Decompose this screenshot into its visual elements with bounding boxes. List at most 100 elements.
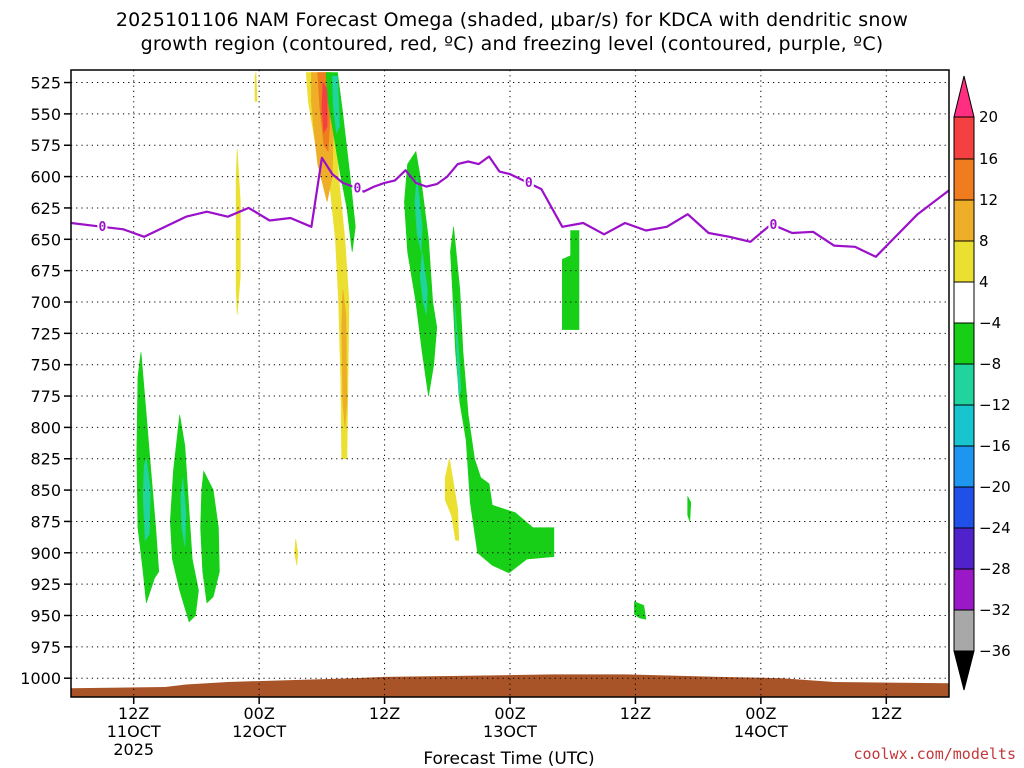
- plot-area: 0 0 0 0: [71, 70, 949, 697]
- y-tick-label: 650: [30, 230, 61, 249]
- ground-surface: [71, 674, 949, 697]
- ground-fill: [71, 674, 949, 697]
- chart-title-line-2: growth region (contoured, red, ºC) and f…: [140, 33, 884, 55]
- colorbar-label: 20: [979, 108, 998, 126]
- freezing-level-label: 0: [769, 218, 777, 233]
- y-tick-label: 875: [30, 512, 61, 531]
- colorbar-label: 16: [979, 150, 998, 168]
- colorbar-label: −8: [979, 355, 1001, 373]
- y-tick-label: 850: [30, 481, 61, 500]
- freezing-level-label: 0: [353, 182, 361, 197]
- x-tick-label: 2025: [113, 740, 154, 759]
- omega-region-20: [454, 301, 462, 397]
- grid-lines: [71, 70, 949, 697]
- y-tick-label: 800: [30, 418, 61, 437]
- colorbar-swatch: [953, 527, 975, 570]
- colorbar-label: 12: [979, 191, 998, 209]
- colorbar-label: −12: [979, 396, 1011, 414]
- omega-region-15: [331, 76, 340, 134]
- y-tick-label: 825: [30, 450, 61, 469]
- y-tick-label: 975: [30, 638, 61, 657]
- y-tick-label: 575: [30, 136, 61, 155]
- y-tick-label: 775: [30, 387, 61, 406]
- y-axis: 525 550 575 600 625 650 675 700 725 750 775 800 825 8…: [20, 74, 71, 688]
- omega-region-6: [235, 148, 241, 315]
- credit-link[interactable]: coolwx.com/modelts: [853, 745, 1016, 763]
- colorbar-swatch: [953, 609, 975, 652]
- omega-region-14: [325, 72, 356, 252]
- omega-region-23: [687, 496, 692, 522]
- colorbar-swatch: [953, 322, 975, 365]
- freezing-level-contour: 0 0 0 0: [71, 155, 949, 258]
- x-tick-label: 13OCT: [483, 722, 537, 741]
- colorbar-swatch: [953, 486, 975, 529]
- colorbar-swatch: [953, 650, 975, 691]
- colorbar-swatch: [953, 404, 975, 447]
- colorbar-swatch: [953, 199, 975, 242]
- x-tick-label: 00Z: [243, 704, 274, 723]
- omega-region-13: [321, 81, 328, 134]
- omega-region-21: [444, 458, 460, 541]
- colorbar-swatch: [953, 281, 975, 324]
- y-tick-label: 700: [30, 293, 61, 312]
- x-tick-label: 12OCT: [232, 722, 286, 741]
- colorbar-label: −36: [979, 642, 1011, 660]
- omega-region-19: [450, 226, 555, 574]
- omega-region-11: [341, 289, 348, 428]
- omega-shading: [136, 72, 692, 623]
- y-tick-label: 600: [30, 168, 61, 187]
- freezing-level-label: 0: [525, 176, 533, 191]
- colorbar-swatch: [953, 363, 975, 406]
- colorbar-label: −28: [979, 560, 1011, 578]
- colorbar-label: 4: [979, 273, 989, 291]
- x-axis-label: Forecast Time (UTC): [423, 749, 594, 768]
- omega-region-24: [634, 601, 647, 620]
- y-tick-label: 750: [30, 356, 61, 375]
- omega-region-5: [200, 470, 220, 604]
- omega-region-2: [142, 458, 151, 542]
- colorbar-swatch: [953, 568, 975, 611]
- freezing-level-line: [71, 155, 949, 258]
- y-tick-label: 725: [30, 324, 61, 343]
- y-tick-label: 675: [30, 262, 61, 281]
- x-tick-label: 12Z: [118, 704, 149, 723]
- y-tick-label: 525: [30, 74, 61, 93]
- omega-region-4: [180, 477, 187, 547]
- x-tick-label: 12Z: [369, 704, 400, 723]
- colorbar-swatch: [953, 75, 975, 118]
- chart-title-line-1: 2025101106 NAM Forecast Omega (shaded, μ…: [115, 9, 909, 31]
- y-tick-label: 925: [30, 575, 61, 594]
- omega-region-18: [419, 251, 428, 315]
- freezing-level-label-bg: [768, 217, 779, 232]
- omega-region-22: [561, 230, 580, 330]
- colorbar-swatch: [953, 445, 975, 488]
- x-tick-label: 14OCT: [734, 722, 788, 741]
- x-tick-label: 00Z: [494, 704, 525, 723]
- x-tick-label: 00Z: [745, 704, 776, 723]
- y-tick-label: 900: [30, 544, 61, 563]
- omega-region-8: [294, 538, 299, 566]
- freezing-level-label-bg: [97, 218, 108, 233]
- y-tick-label: 1000: [20, 669, 61, 688]
- colorbar-label: 8: [979, 232, 989, 250]
- colorbar-label: −16: [979, 437, 1011, 455]
- colorbar-swatch: [953, 240, 975, 283]
- omega-region-7: [254, 72, 258, 102]
- colorbar-label: −4: [979, 314, 1001, 332]
- freezing-level-label-bg: [352, 180, 363, 195]
- y-tick-label: 950: [30, 606, 61, 625]
- omega-region-17: [414, 176, 423, 252]
- x-tick-label: 12Z: [620, 704, 651, 723]
- colorbar-label: −32: [979, 601, 1011, 619]
- y-tick-label: 550: [30, 105, 61, 124]
- colorbar-swatch: [953, 116, 975, 160]
- x-tick-label: 11OCT: [107, 722, 161, 741]
- omega-colorbar: 20 16 12 8 4 −4 −8 −12 −16 −20 −24 −28 −32 −36: [953, 75, 1011, 691]
- colorbar-label: −20: [979, 478, 1011, 496]
- x-tick-label: 12Z: [871, 704, 902, 723]
- y-tick-label: 625: [30, 199, 61, 218]
- colorbar-swatch: [953, 158, 975, 201]
- freezing-level-label-bg: [523, 175, 534, 190]
